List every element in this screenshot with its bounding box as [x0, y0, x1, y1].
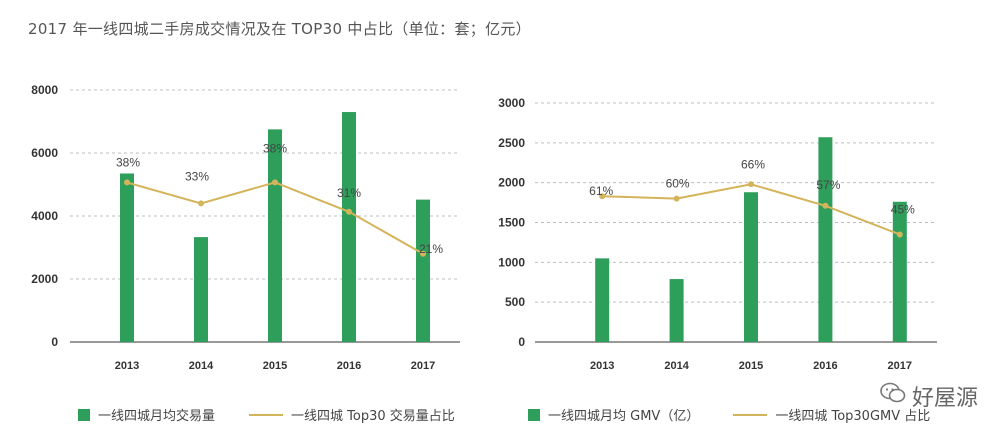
x-tick-label: 2016 — [337, 360, 361, 372]
line-point — [346, 208, 352, 215]
data-label: 61% — [589, 184, 613, 198]
bar — [744, 192, 758, 342]
line-point — [198, 200, 204, 207]
x-tick-label: 2017 — [411, 360, 435, 372]
line-point — [748, 181, 754, 188]
data-label: 45% — [891, 202, 915, 216]
bar — [342, 112, 356, 342]
line-point — [272, 179, 278, 186]
data-label: 21% — [419, 242, 443, 256]
legend-item-bar: 一线四城月均 GMV（亿） — [528, 405, 699, 424]
y-tick-label: 0 — [51, 335, 58, 349]
y-tick-label: 2000 — [31, 272, 58, 286]
line-point — [822, 202, 829, 209]
line-point — [599, 193, 606, 200]
y-tick-label: 8000 — [31, 83, 58, 97]
line-point — [673, 195, 680, 202]
y-tick-label: 3000 — [498, 96, 525, 110]
y-tick-label: 2500 — [498, 136, 525, 150]
legend-line-label: 一线四城 Top30 交易量占比 — [291, 409, 455, 424]
legend-line-label: 一线四城 Top30GMV 占比 — [775, 409, 931, 424]
bar — [818, 137, 833, 342]
data-label: 57% — [816, 178, 840, 192]
watermark: 好屋源 — [880, 380, 978, 412]
x-tick-label: 2013 — [590, 360, 614, 372]
legend-item-line: 一线四城 Top30GMV 占比 — [733, 405, 930, 424]
legend-bar-swatch — [78, 408, 90, 421]
legend-line-swatch — [733, 413, 768, 416]
chart-right-gmv: 0 500 1000 1500 2000 2500 3000 2013 2014 2015 2016… — [498, 96, 937, 372]
legend-bar-label: 一线四城月均 GMV（亿） — [548, 409, 700, 424]
y-tick-label: 500 — [505, 295, 525, 309]
bar — [268, 129, 282, 342]
x-tick-label: 2017 — [888, 360, 912, 372]
legend-right: 一线四城月均 GMV（亿） 一线四城 Top30GMV 占比 — [528, 405, 964, 424]
y-tick-label: 1500 — [498, 216, 525, 230]
x-tick-label: 2014 — [664, 360, 689, 372]
x-tick-label: 2016 — [813, 360, 837, 372]
bar — [416, 199, 430, 342]
bar — [595, 258, 610, 342]
line-point — [420, 250, 426, 257]
page-title: 2017 年一线四城二手房成交情况及在 TOP30 中占比（单位：套；亿元） — [28, 20, 531, 38]
x-tick-label: 2013 — [115, 360, 139, 372]
legend-item-line: 一线四城 Top30 交易量占比 — [249, 405, 455, 424]
watermark-text: 好屋源 — [911, 386, 978, 411]
y-tick-label: 1000 — [498, 255, 525, 269]
line-point — [896, 231, 903, 238]
legend-bar-label: 一线四城月均交易量 — [98, 409, 216, 424]
data-label: 38% — [263, 141, 287, 155]
chart-left-volume: 0 2000 4000 6000 8000 2013 2014 2015 2016 2017 38%… — [31, 83, 460, 372]
y-tick-label: 2000 — [498, 176, 525, 190]
bar — [194, 237, 208, 342]
data-label: 33% — [185, 169, 209, 183]
y-tick-label: 4000 — [31, 209, 58, 223]
legend-bar-swatch — [528, 408, 540, 421]
legend-item-bar: 一线四城月均交易量 — [78, 405, 215, 424]
x-tick-label: 2014 — [189, 360, 214, 372]
legend-line-swatch — [249, 413, 284, 416]
x-tick-label: 2015 — [739, 360, 763, 372]
x-tick-label: 2015 — [263, 360, 287, 372]
y-tick-label: 6000 — [31, 146, 58, 160]
y-tick-label: 0 — [518, 335, 525, 349]
bar — [892, 201, 907, 342]
data-label: 38% — [116, 155, 140, 169]
wechat-icon — [880, 382, 906, 410]
legend-left: 一线四城月均交易量 一线四城 Top30 交易量占比 — [78, 405, 489, 424]
data-label: 66% — [741, 157, 765, 171]
bar — [669, 279, 684, 342]
data-label: 60% — [666, 177, 690, 191]
bar — [120, 173, 134, 342]
data-label: 31% — [337, 186, 361, 200]
line-point — [124, 179, 130, 186]
